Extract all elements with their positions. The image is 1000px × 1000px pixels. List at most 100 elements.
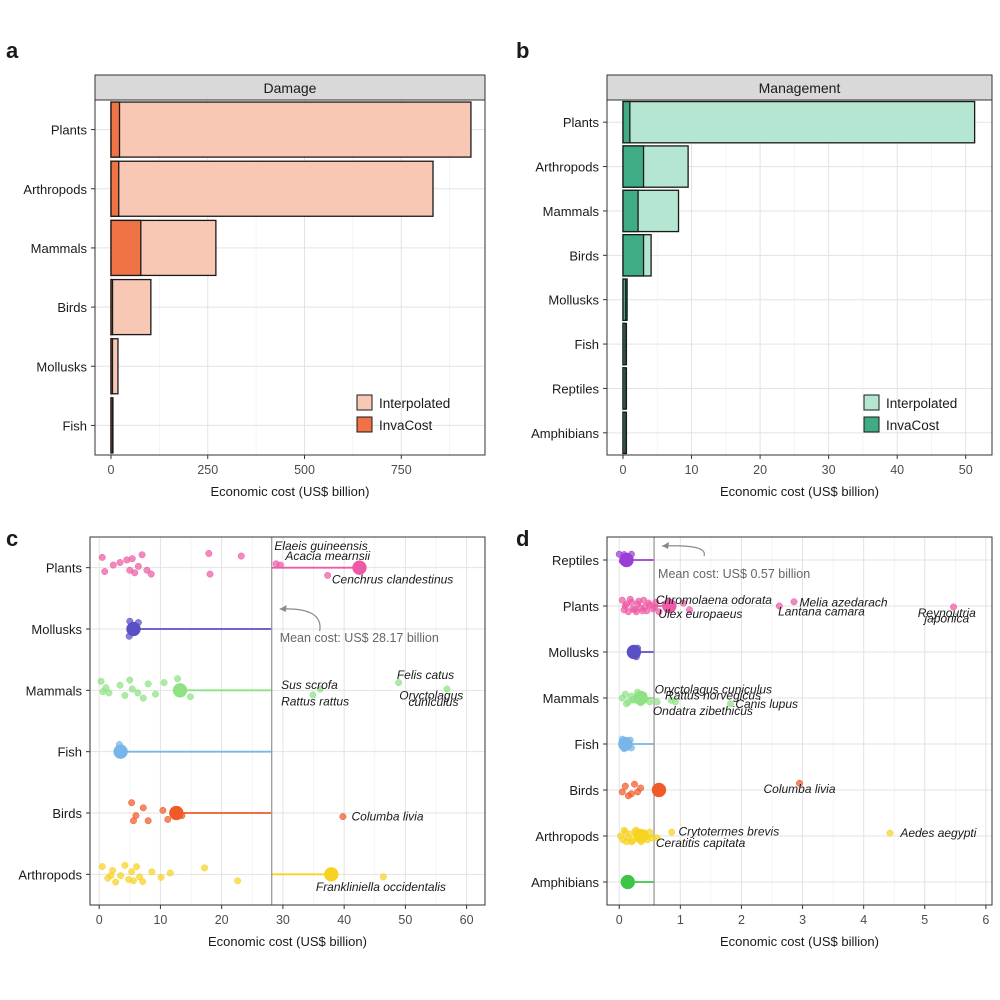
- data-point: [726, 700, 734, 708]
- data-point: [618, 788, 626, 796]
- data-point: [339, 813, 347, 821]
- data-point: [97, 677, 105, 685]
- x-tick-label: 250: [197, 463, 218, 477]
- category-label: Reptiles: [552, 381, 599, 396]
- mean-annotation-arrowhead: [279, 605, 287, 612]
- x-axis-title: Economic cost (US$ billion): [720, 934, 879, 949]
- x-axis-title: Economic cost (US$ billion): [208, 934, 367, 949]
- category-label: Mammals: [543, 691, 600, 706]
- plot-border: [89, 536, 486, 906]
- data-point: [131, 569, 139, 577]
- x-tick-label: 30: [822, 463, 836, 477]
- panel-label: d: [516, 526, 529, 551]
- data-point: [144, 817, 152, 825]
- panel-label: a: [6, 38, 19, 63]
- data-point: [637, 784, 645, 792]
- data-point: [627, 838, 635, 846]
- x-tick-label: 50: [398, 913, 412, 927]
- data-point: [98, 553, 106, 561]
- panel-d: d 0 1 2 3 4 5 6 Reptiles Plants Mollusks Mammals Fis…: [516, 526, 993, 949]
- x-tick-label: 0: [108, 463, 115, 477]
- plot-background: [95, 100, 485, 455]
- group-mean-point: [324, 867, 339, 882]
- group-mean-point: [620, 874, 636, 890]
- x-tick-label: 750: [391, 463, 412, 477]
- data-point: [443, 685, 451, 693]
- data-point: [316, 685, 324, 693]
- legend-swatch-interpolated: [863, 394, 880, 411]
- x-axis-title: Economic cost (US$ billion): [720, 484, 879, 499]
- panel-label: c: [6, 526, 18, 551]
- data-point: [886, 829, 894, 837]
- category-label: Fish: [62, 418, 87, 433]
- category-label: Mollusks: [548, 293, 599, 308]
- data-point: [98, 863, 106, 871]
- data-point: [136, 873, 144, 881]
- category-label: Arthropods: [535, 160, 599, 175]
- data-point: [635, 597, 643, 605]
- data-point: [624, 792, 632, 800]
- mean-annotation-arrow: [662, 545, 705, 557]
- species-label: Sus scrofa: [281, 678, 338, 692]
- data-point: [159, 806, 167, 814]
- species-label: Oryctolagus: [399, 688, 463, 702]
- data-point: [128, 799, 136, 807]
- species-label: Oryctolagus cuniculus: [655, 682, 772, 696]
- data-point: [130, 877, 137, 885]
- data-point: [775, 602, 783, 610]
- x-tick-label: 4: [860, 913, 867, 927]
- data-point: [618, 596, 626, 604]
- x-axis-title: Economic cost (US$ billion): [211, 484, 370, 499]
- group-mean-point: [172, 683, 188, 698]
- panel-a: a 0 250 500 750 Plants Arthropods Mammals Birds M…: [6, 38, 486, 499]
- data-point: [201, 864, 208, 872]
- x-tick-label: 50: [959, 463, 973, 477]
- x-tick-label: 0: [96, 913, 103, 927]
- bar-invacost: [110, 278, 114, 336]
- category-label: Amphibians: [531, 426, 599, 441]
- bar-invacost: [622, 189, 639, 233]
- x-tick-label: 5: [921, 913, 928, 927]
- data-point: [679, 599, 687, 607]
- species-label: Lantana camara: [778, 604, 865, 618]
- data-point: [138, 551, 146, 559]
- data-point: [101, 568, 109, 575]
- data-point: [105, 689, 113, 697]
- species-label: cuniculus: [408, 695, 458, 709]
- data-point: [126, 676, 134, 684]
- data-point: [130, 817, 137, 825]
- data-point: [102, 684, 110, 692]
- bar-interpolated: [110, 160, 434, 217]
- bar-interpolated: [110, 101, 472, 158]
- data-point: [324, 571, 332, 579]
- plot-background: [90, 537, 485, 905]
- data-point: [143, 566, 151, 574]
- plot-background: [607, 537, 992, 905]
- group-mean-point: [126, 621, 141, 637]
- data-point: [134, 689, 142, 697]
- species-label: Aedes aegypti: [899, 826, 976, 840]
- species-label: Cenchrus clandestinus: [332, 572, 453, 586]
- data-point: [116, 681, 124, 689]
- data-point: [632, 608, 640, 616]
- species-label: Melia azedarach: [800, 596, 888, 610]
- data-point: [623, 600, 631, 608]
- data-point: [621, 690, 629, 698]
- legend-label: InvaCost: [886, 418, 940, 433]
- category-label: Amphibians: [531, 875, 599, 890]
- species-label: Columba livia: [763, 782, 835, 796]
- group-mean-point: [169, 805, 184, 821]
- x-tick-label: 500: [294, 463, 315, 477]
- x-tick-label: 0: [616, 913, 623, 927]
- facet-title: Damage: [264, 80, 317, 96]
- data-point: [116, 559, 124, 566]
- mean-annotation-arrowhead: [662, 542, 670, 549]
- category-label: Fish: [574, 737, 599, 752]
- species-label: japonica: [922, 612, 969, 626]
- data-point: [206, 570, 214, 578]
- data-point: [631, 780, 638, 788]
- group-mean-point: [619, 552, 634, 568]
- data-point: [133, 863, 140, 871]
- x-tick-label: 30: [276, 913, 290, 927]
- x-tick-label: 60: [460, 913, 474, 927]
